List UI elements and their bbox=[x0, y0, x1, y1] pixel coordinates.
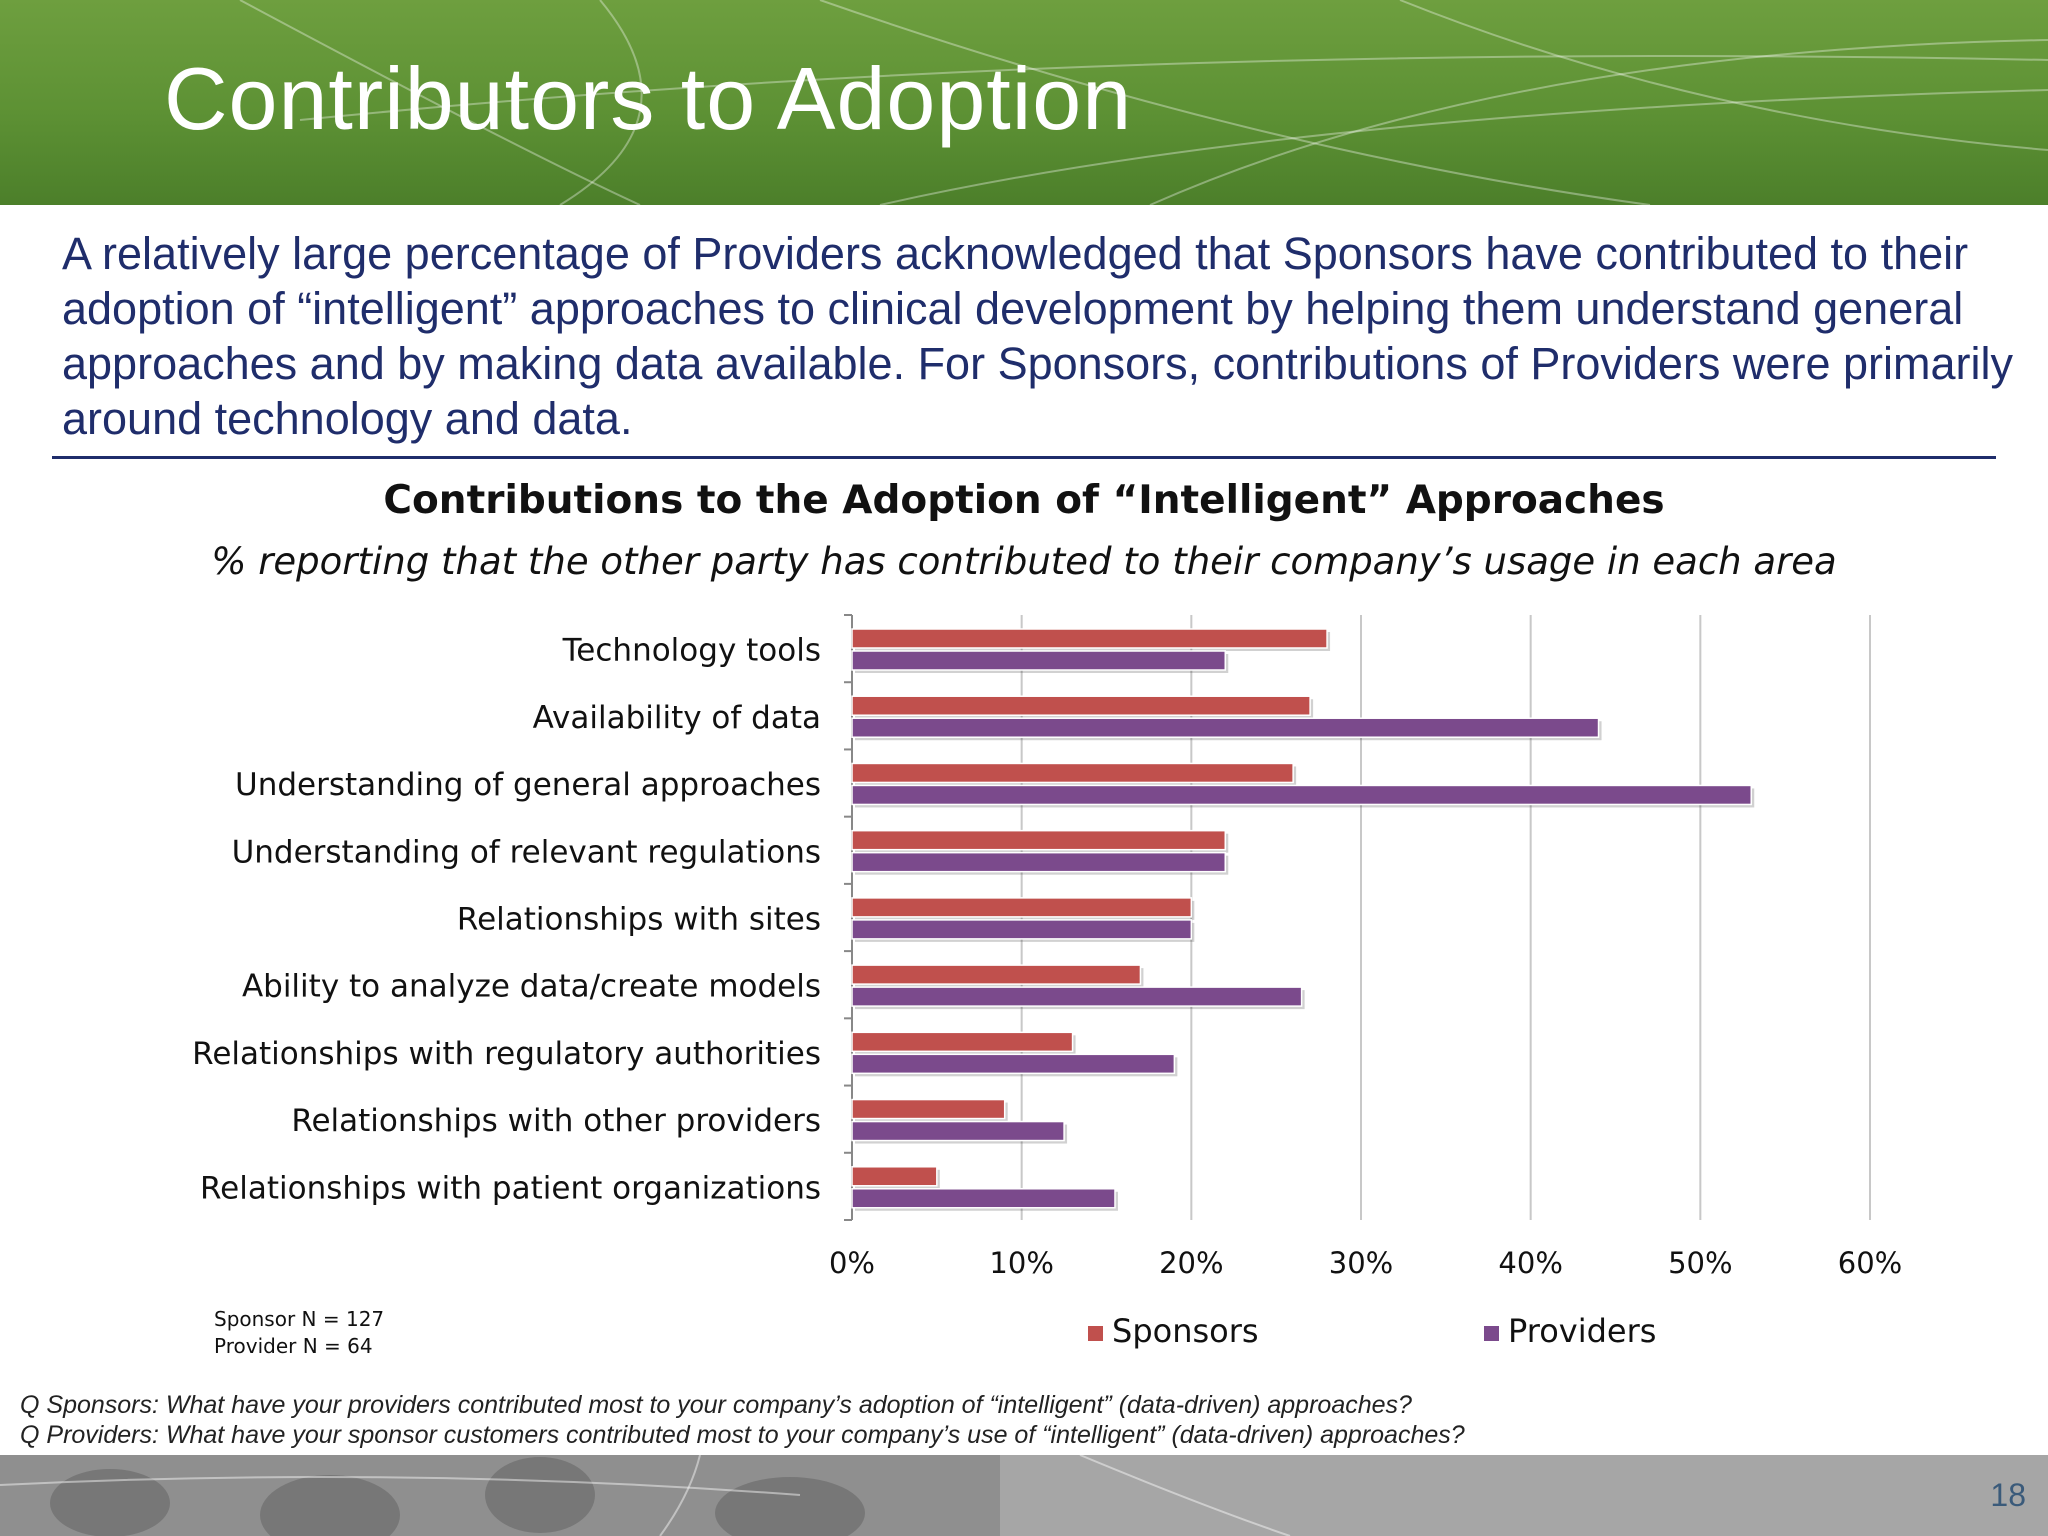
bar-sponsors-7 bbox=[851, 1098, 1006, 1120]
bar-sponsors-5 bbox=[851, 964, 1142, 985]
intro-paragraph: A relatively large percentage of Provide… bbox=[62, 228, 2013, 444]
bar-sponsors-1 bbox=[851, 695, 1311, 716]
category-label: Relationships with sites bbox=[457, 902, 821, 938]
legend-label-sponsors: Sponsors bbox=[1112, 1312, 1259, 1350]
x-tick-label: 30% bbox=[1329, 1246, 1393, 1280]
x-tick-label: 0% bbox=[829, 1246, 875, 1280]
legend-swatch-sponsors bbox=[1088, 1326, 1103, 1341]
bar-providers-3 bbox=[851, 851, 1227, 873]
bar-providers-1 bbox=[851, 717, 1600, 738]
category-label: Technology tools bbox=[562, 633, 821, 669]
bar-sponsors-8 bbox=[851, 1166, 938, 1187]
header-decoration bbox=[239, 0, 2048, 205]
footer-band bbox=[0, 1455, 2048, 1536]
bar-sponsors-3 bbox=[851, 829, 1227, 851]
footer-decoration bbox=[0, 1455, 1291, 1536]
slide-title: Contributors to Adoption bbox=[164, 49, 1133, 148]
category-label: Understanding of relevant regulations bbox=[232, 834, 821, 870]
divider bbox=[52, 456, 1996, 459]
provider-question: Q Providers: What have your sponsor cust… bbox=[20, 1421, 1465, 1449]
chart-title: Contributions to the Adoption of “Intell… bbox=[383, 478, 1665, 523]
category-label: Relationships with regulatory authoritie… bbox=[192, 1036, 821, 1072]
x-tick-label: 40% bbox=[1498, 1246, 1562, 1280]
sponsor-n-note: Sponsor N = 127 bbox=[214, 1307, 385, 1331]
category-label: Relationships with patient organizations bbox=[200, 1170, 821, 1206]
x-tick-label: 10% bbox=[989, 1246, 1053, 1280]
chart-subtitle: % reporting that the other party has con… bbox=[211, 540, 1837, 583]
provider-n-note: Provider N = 64 bbox=[214, 1334, 373, 1358]
legend-label-providers: Providers bbox=[1508, 1312, 1656, 1350]
bar-sponsors-6 bbox=[851, 1031, 1074, 1053]
category-label: Ability to analyze data/create models bbox=[242, 969, 821, 1005]
category-label: Understanding of general approaches bbox=[235, 767, 821, 803]
bar-providers-2 bbox=[851, 784, 1752, 806]
x-tick-label: 20% bbox=[1159, 1246, 1223, 1280]
page-number: 18 bbox=[1990, 1477, 2026, 1513]
sponsor-question: Q Sponsors: What have your providers con… bbox=[20, 1391, 1412, 1419]
survey-questions: Q Sponsors: What have your providers con… bbox=[20, 1390, 1465, 1450]
x-tick-label: 50% bbox=[1668, 1246, 1732, 1280]
header-banner: Contributors to Adoption bbox=[0, 0, 2048, 205]
bar-sponsors-0 bbox=[851, 628, 1328, 649]
bar-providers-5 bbox=[851, 986, 1303, 1007]
x-tick-label: 60% bbox=[1838, 1246, 1902, 1280]
bar-providers-8 bbox=[851, 1188, 1116, 1209]
bar-sponsors-2 bbox=[851, 762, 1294, 784]
bar-providers-7 bbox=[851, 1120, 1065, 1142]
bar-chart: Technology tools Availability of data Unde… bbox=[192, 614, 1902, 1350]
category-label: Availability of data bbox=[533, 700, 821, 736]
bar-sponsors-4 bbox=[851, 897, 1193, 918]
bar-providers-4 bbox=[851, 919, 1193, 940]
category-label: Relationships with other providers bbox=[291, 1103, 821, 1139]
bar-providers-6 bbox=[851, 1053, 1176, 1075]
sample-size-notes: Sponsor N = 127 Provider N = 64 bbox=[214, 1306, 384, 1360]
legend-swatch-providers bbox=[1484, 1326, 1499, 1341]
bar-providers-0 bbox=[851, 650, 1227, 671]
